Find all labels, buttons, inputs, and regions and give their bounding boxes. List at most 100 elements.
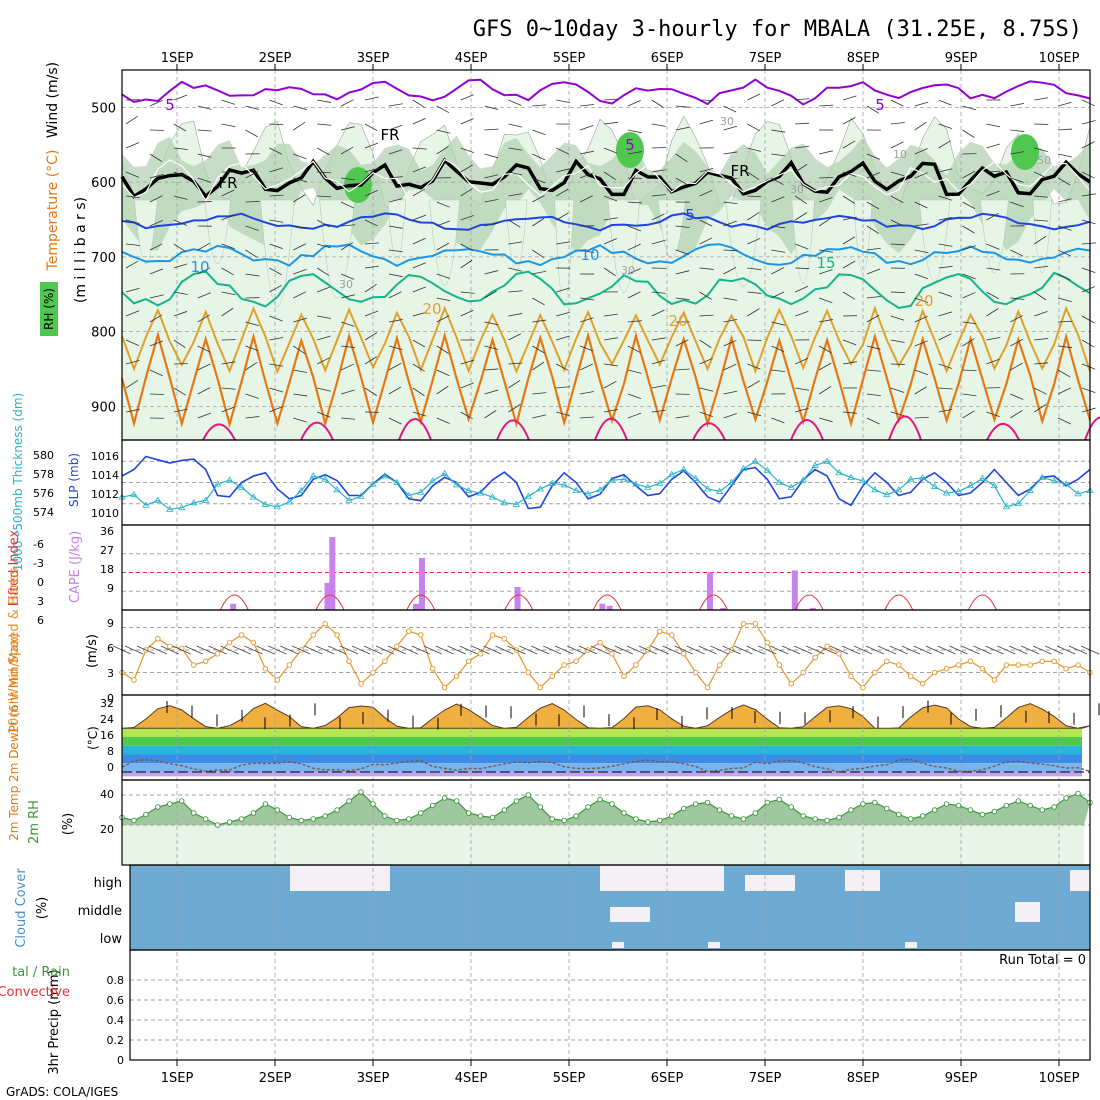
wind-speed-point <box>1015 662 1022 668</box>
contour-label: FR <box>218 174 237 192</box>
wind-barb <box>938 217 953 221</box>
wind-barb <box>1010 151 1025 155</box>
date-label-bottom: 4SEP <box>455 1071 488 1086</box>
wind-barb <box>723 125 738 131</box>
wind-barb <box>484 290 497 299</box>
wind-speed-point <box>764 639 771 646</box>
wind-barb <box>771 129 786 133</box>
wind-barb <box>675 153 688 163</box>
wind-barb <box>580 297 595 301</box>
wind-barb <box>603 195 618 202</box>
contour-label: 50 <box>1037 154 1051 167</box>
cloud-level-label: low <box>100 932 123 947</box>
wind-barb <box>1034 236 1047 245</box>
rh2m-point <box>824 817 830 824</box>
thickness-point <box>225 476 234 483</box>
wind-speed-point <box>919 681 926 687</box>
wind-barb-10m <box>937 645 956 655</box>
wind-barb <box>245 105 260 110</box>
wind-barb <box>1081 171 1095 179</box>
wind-speed-point <box>465 658 472 665</box>
wind-barb <box>1081 315 1095 324</box>
wind-barb-10m <box>351 645 371 655</box>
wind-barb <box>771 291 785 299</box>
precip-tick: 0.2 <box>107 1034 125 1047</box>
panel-frame-precip <box>129 949 1091 1061</box>
wind-barb <box>1058 128 1073 131</box>
wind-barb <box>388 273 403 278</box>
wind-barb-10m <box>387 645 407 655</box>
wind-barb-10m <box>555 645 574 655</box>
thickness-point <box>668 470 676 477</box>
wind-barb <box>699 219 713 227</box>
wind-speed-point <box>943 666 950 672</box>
wind-barb <box>508 404 521 413</box>
rh2m-point <box>812 816 818 822</box>
wind-barb <box>316 267 330 276</box>
thickness-point <box>1026 486 1034 494</box>
wind-barb <box>579 345 594 352</box>
wind-barb <box>890 99 904 107</box>
contour-label: 20 <box>668 312 687 330</box>
cape-tick: 9 <box>107 582 114 595</box>
wind-barb-10m <box>913 645 932 655</box>
ylabel-wind: Wind (m/s) <box>45 62 61 138</box>
wind-barb <box>412 411 427 417</box>
wind-barb <box>699 119 714 125</box>
wind-barb <box>556 147 569 155</box>
wind-barb <box>795 310 809 317</box>
wind-barb <box>699 411 713 418</box>
wind-tick: 3 <box>107 667 114 680</box>
wind-speed-point <box>334 632 340 638</box>
cloud-gap <box>845 870 880 891</box>
wind-barb <box>986 291 999 300</box>
wind-speed-point <box>800 669 806 676</box>
wind-barb <box>914 223 929 227</box>
wind-barb-10m <box>1009 645 1028 655</box>
wind-barb <box>938 387 953 390</box>
date-label-bottom: 5SEP <box>553 1071 586 1086</box>
wind-barb <box>747 93 761 101</box>
wind-speed-point <box>848 673 854 680</box>
date-label-bottom: 6SEP <box>651 1071 684 1086</box>
wind-barb <box>532 270 547 275</box>
cape-bar <box>706 572 713 610</box>
wind-barb <box>245 345 259 352</box>
dewpoint-line <box>121 758 1091 773</box>
wind-barb <box>651 99 664 108</box>
wind-speed-point <box>202 658 209 665</box>
wind-barb-10m <box>925 645 944 655</box>
thickness-point <box>859 477 867 484</box>
wind-speed-point <box>250 639 257 646</box>
rh-saturated-spot <box>616 132 644 168</box>
wind-barb <box>364 332 378 341</box>
wind-barb <box>197 387 211 395</box>
lifted-index-line <box>884 594 914 611</box>
wind-barb <box>460 359 475 365</box>
rh2m-point <box>1063 795 1069 801</box>
slp-tick: 1014 <box>91 469 119 482</box>
wind-barb <box>675 249 690 255</box>
wind-barb <box>460 309 474 317</box>
wind-barb <box>221 307 234 317</box>
thickness-point <box>763 466 772 473</box>
wind-barb <box>699 291 712 300</box>
wind-barb <box>364 96 379 101</box>
wind-barb <box>412 118 426 125</box>
wind-barb <box>221 123 236 128</box>
contour-label: 5 <box>165 96 175 114</box>
thickness-point <box>189 499 198 506</box>
wind-barb <box>269 167 283 173</box>
wind-barb <box>651 309 665 317</box>
ylabel-temperature: Temperature (°C) <box>45 150 61 272</box>
wind-barb <box>436 297 451 302</box>
rh2m-point <box>453 798 460 804</box>
thickness-point <box>1050 477 1058 484</box>
rh-saturated-spot <box>1011 134 1039 170</box>
wind-barb <box>723 318 738 323</box>
rh2m-point <box>621 810 627 816</box>
wind-barb <box>317 243 331 249</box>
wind-barb <box>771 225 786 229</box>
wind-barb <box>914 416 929 419</box>
